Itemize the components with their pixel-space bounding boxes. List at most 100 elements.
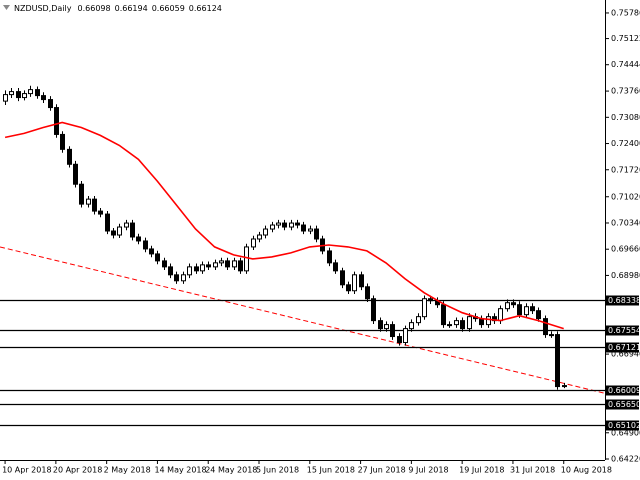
level-label-box (606, 342, 639, 353)
candle-body (505, 302, 510, 310)
x-tick-label: 31 Jul 2018 (510, 466, 555, 475)
candle-body (498, 308, 503, 322)
candle-body (35, 89, 40, 97)
collapse-icon (3, 5, 10, 10)
level-label-box (606, 295, 639, 306)
candle-body (314, 228, 319, 240)
candle-body (28, 89, 33, 95)
x-tick-label: 2 May 2018 (104, 466, 151, 475)
candle-body (251, 238, 256, 248)
x-tick-label: 24 May 2018 (205, 466, 257, 475)
candle-body (92, 198, 97, 212)
candle-body (333, 262, 338, 272)
candle-body (162, 260, 167, 268)
level-label: 0.66009 (608, 386, 640, 395)
low-value: 0.66059 (152, 4, 185, 13)
candle-body (48, 99, 53, 109)
candle-body (117, 226, 122, 236)
candle-body (441, 304, 446, 326)
candle-body (530, 306, 535, 312)
candle-body (359, 274, 364, 288)
candle-body (486, 316, 491, 326)
level-label-box (606, 420, 639, 431)
level-label-box (606, 385, 639, 396)
candle-body (549, 334, 554, 337)
candle-body (384, 324, 389, 330)
candle-body (22, 93, 27, 99)
candle-body (397, 336, 402, 344)
candle-body (41, 95, 46, 101)
candle-body (219, 260, 224, 264)
candle-body (447, 324, 452, 327)
close-value: 0.66124 (189, 4, 222, 13)
level-label: 0.67121 (608, 343, 640, 352)
candle-body (187, 266, 192, 276)
x-tick-label: 14 May 2018 (154, 466, 206, 475)
level-label: 0.67554 (608, 326, 640, 335)
candle-body (378, 320, 383, 330)
candle-body (9, 91, 14, 96)
candle-body (454, 320, 459, 326)
candle-body (403, 328, 408, 344)
x-tick-label: 20 Apr 2018 (53, 466, 102, 475)
candle-body (416, 316, 421, 324)
y-tick-label: 0.74444 (611, 60, 640, 69)
candle-body (3, 94, 8, 102)
candle-body (232, 260, 237, 268)
candle-body (174, 274, 179, 282)
candle-body (79, 183, 84, 205)
open-value: 0.66098 (78, 4, 111, 13)
candle-body (524, 306, 529, 316)
candle-body (301, 224, 306, 232)
candle-body (194, 266, 199, 272)
chart-title: NZDUSD,Daily (14, 4, 72, 13)
candle-body (295, 222, 300, 226)
x-tick-label: 27 Jun 2018 (358, 466, 406, 475)
chart-header: NZDUSD,Daily 0.66098 0.66194 0.66059 0.66124 (14, 4, 222, 13)
candle-body (371, 298, 376, 322)
candle-body (276, 222, 281, 226)
candle-body (67, 148, 72, 165)
candle-body (86, 198, 91, 205)
candle-body (340, 270, 345, 286)
level-label-box (606, 325, 639, 336)
candle-body (111, 230, 116, 236)
candle-body (517, 304, 522, 316)
candle-body (543, 318, 548, 336)
x-tick-label: 5 Jun 2018 (256, 466, 299, 475)
moving-average-line (4, 121, 564, 330)
x-tick-label: 19 Jul 2018 (459, 466, 504, 475)
level-label-box (606, 399, 639, 410)
candle-body (136, 236, 141, 242)
candle-body (390, 324, 395, 338)
candle-body (143, 240, 148, 250)
candle-body (168, 266, 173, 276)
candle-body (105, 213, 110, 232)
x-tick-label: 15 Jun 2018 (307, 466, 355, 475)
candle-body (289, 222, 294, 228)
candle-body (409, 322, 414, 330)
x-tick-label: 10 Aug 2018 (561, 466, 612, 475)
candle-body (562, 385, 567, 388)
candle-body (467, 316, 472, 330)
x-tick-label: 10 Apr 2018 (2, 466, 51, 475)
candle-body (244, 246, 249, 272)
candle-body (73, 163, 78, 185)
candle-body (149, 248, 154, 255)
candle-body (206, 264, 211, 268)
candle-body (428, 298, 433, 302)
candle-body (555, 334, 560, 388)
candle-body (181, 274, 186, 282)
candle-body (327, 250, 332, 264)
candle-body (346, 284, 351, 292)
